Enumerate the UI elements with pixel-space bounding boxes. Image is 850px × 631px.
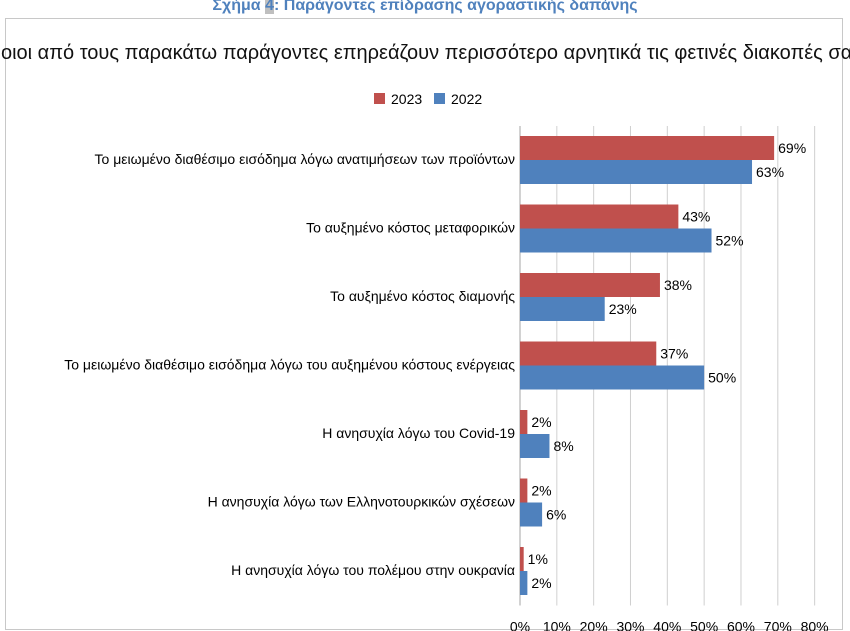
chart-title: Ποιοι από τους παρακάτω παράγοντες επηρε… <box>0 42 850 64</box>
data-label-2022: 6% <box>546 507 566 523</box>
x-tick-label: 10% <box>543 619 571 631</box>
legend-swatch-2022 <box>434 93 445 104</box>
chart-area <box>5 18 843 630</box>
legend-swatch-2023 <box>374 93 385 104</box>
legend-label-2023: 2023 <box>391 91 422 107</box>
x-tick-label: 40% <box>653 619 681 631</box>
legend-label-2022: 2022 <box>451 91 482 107</box>
data-label-2022: 23% <box>609 301 637 317</box>
legend: 2023 2022 <box>374 91 482 107</box>
bar-2023 <box>520 136 775 160</box>
bar-2022 <box>520 365 705 390</box>
bar-2022 <box>520 502 543 527</box>
x-tick-label: 50% <box>690 619 718 631</box>
category-labels: Το μειωμένο διαθέσιμο εισόδημα λόγω ανατ… <box>64 151 515 578</box>
category-label: Η ανησυχία λόγω του πολέμου στην ουκρανί… <box>231 562 515 578</box>
bars: 69%63%43%52%38%23%37%50%2%8%2%6%1%2% <box>520 136 806 595</box>
data-label-2023: 2% <box>531 414 551 430</box>
data-label-2023: 43% <box>682 209 710 225</box>
category-label: Η ανησυχία λόγω του Covid-19 <box>322 425 515 441</box>
data-label-2022: 2% <box>531 575 551 591</box>
x-tick-label: 60% <box>727 619 755 631</box>
bar-2022 <box>520 571 528 595</box>
bar-2023 <box>520 341 657 366</box>
caption-text: : Παράγοντες επίδρασης αγοραστικής δαπάν… <box>273 0 638 14</box>
x-tick-label: 20% <box>580 619 608 631</box>
x-axis: 0% 10% 20% 30% 40% 50% 60% 70% 80% <box>510 619 829 631</box>
data-label-2023: 2% <box>531 483 551 499</box>
data-label-2023: 37% <box>660 346 688 362</box>
bar-2023 <box>520 273 660 297</box>
data-label-2023: 69% <box>778 140 806 156</box>
data-label-2022: 63% <box>756 164 784 180</box>
x-tick-label: 30% <box>616 619 644 631</box>
bar-2023 <box>520 547 524 571</box>
caption-number: 4 <box>265 0 274 14</box>
data-label-2023: 1% <box>528 551 548 567</box>
data-label-2022: 50% <box>708 370 736 386</box>
category-label: Η ανησυχία λόγω των Ελληνοτουρκικών σχέσ… <box>208 494 515 510</box>
category-label: Το μειωμένο διαθέσιμο εισόδημα λόγω ανατ… <box>95 151 515 167</box>
bar-2022 <box>520 160 753 184</box>
data-label-2022: 8% <box>553 438 573 454</box>
figure-caption: Σχήμα 4: Παράγοντες επίδρασης αγοραστική… <box>0 0 850 17</box>
category-label: Το αυξημένο κόστος διαμονής <box>330 288 515 304</box>
data-label-2022: 52% <box>716 233 744 249</box>
x-tick-label: 70% <box>764 619 792 631</box>
bar-2023 <box>520 478 528 503</box>
x-tick-label: 80% <box>801 619 829 631</box>
category-label: Το μειωμένο διαθέσιμο εισόδημα λόγω του … <box>64 357 515 373</box>
bar-2022 <box>520 434 550 458</box>
x-tick-label: 0% <box>510 619 530 631</box>
bar-2023 <box>520 204 679 229</box>
bar-2022 <box>520 297 605 321</box>
category-label: Το αυξημένο κόστος μεταφορικών <box>306 220 515 236</box>
bar-2022 <box>520 228 712 253</box>
caption-prefix: Σχήμα <box>212 0 266 14</box>
data-label-2023: 38% <box>664 277 692 293</box>
bar-2023 <box>520 410 528 434</box>
